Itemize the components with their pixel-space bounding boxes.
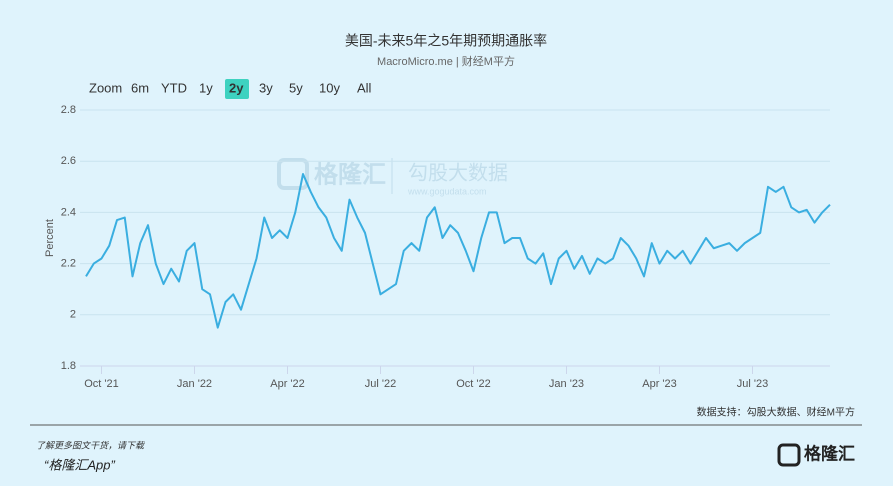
- x-tick-label: Apr '22: [270, 378, 305, 390]
- watermark-icon: [277, 158, 309, 190]
- source-note: 数据支持：勾股大数据、财经M平方: [697, 406, 855, 419]
- range-button[interactable]: 3y: [259, 80, 273, 95]
- logo-icon: [777, 443, 801, 467]
- line-series: [85, 173, 831, 329]
- range-button[interactable]: 2y: [229, 80, 244, 95]
- range-button[interactable]: 1y: [199, 80, 213, 95]
- range-button-bg[interactable]: [225, 79, 249, 99]
- range-button[interactable]: 6m: [131, 80, 149, 95]
- watermark-brand: 格隆汇: [314, 160, 386, 188]
- watermark-url: www.gogudata.com: [407, 186, 487, 196]
- x-tick-label: Jan '23: [549, 378, 584, 390]
- range-button[interactable]: 5y: [289, 80, 303, 95]
- range-button[interactable]: 10y: [319, 80, 340, 95]
- y-tick-label: 2.6: [61, 155, 76, 167]
- chart-title: 美国-未来5年之5年期预期通胀率: [345, 33, 547, 49]
- range-button[interactable]: YTD: [161, 80, 187, 95]
- x-tick-label: Oct '21: [84, 378, 119, 390]
- y-tick-label: 2.8: [61, 104, 76, 116]
- x-tick-label: Jan '22: [177, 378, 212, 390]
- watermark: 格隆汇 勾股大数据 www.gogudata.com: [277, 158, 508, 196]
- x-tick-label: Apr '23: [642, 378, 677, 390]
- watermark-partner: 勾股大数据: [408, 161, 508, 184]
- x-tick-label: Jul '22: [365, 378, 396, 390]
- app-name: “格隆汇App”: [44, 457, 115, 472]
- zoom-label: Zoom: [89, 80, 122, 95]
- y-tick-label: 2.4: [61, 206, 76, 218]
- range-button[interactable]: All: [357, 80, 372, 95]
- y-tick-label: 2: [70, 309, 76, 321]
- y-tick-label: 2.2: [61, 258, 76, 270]
- y-tick-label: 1.8: [61, 360, 76, 372]
- x-tick-label: Jul '23: [737, 378, 768, 390]
- x-tick-label: Oct '22: [456, 378, 491, 390]
- logo-text: 格隆汇: [804, 443, 855, 463]
- promo-text: 了解更多图文干货，请下载: [36, 440, 145, 450]
- chart-subtitle: MacroMicro.me | 财经M平方: [377, 54, 515, 68]
- y-axis-label: Percent: [44, 219, 56, 257]
